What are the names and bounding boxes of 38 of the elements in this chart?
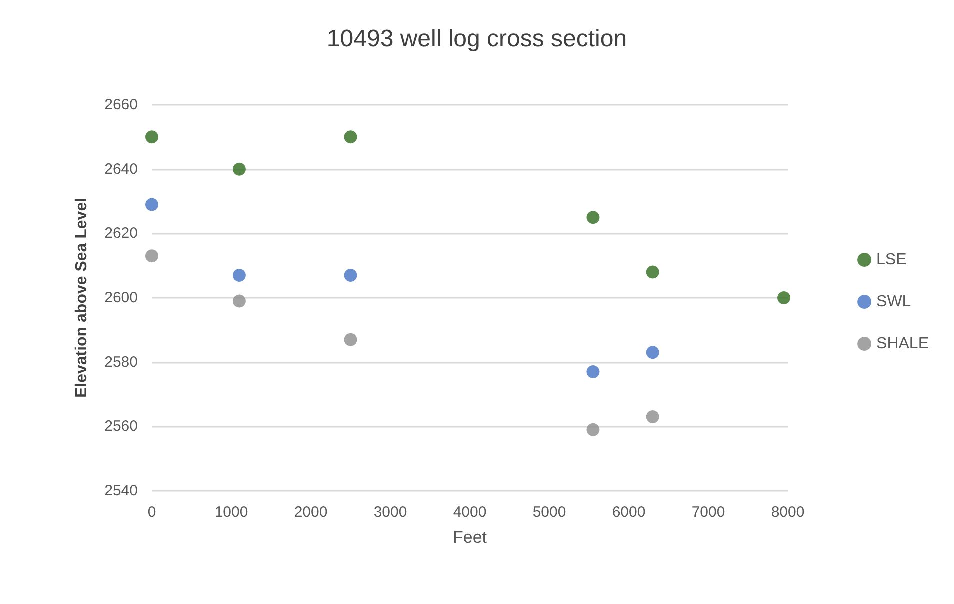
x-tick-label: 5000: [532, 504, 566, 521]
legend-label: SWL: [876, 294, 912, 310]
x-tick-label: 3000: [374, 504, 408, 521]
x-tick-label: 6000: [612, 504, 646, 521]
y-tick-label: 2580: [104, 354, 138, 371]
point: [344, 333, 358, 346]
point: [344, 268, 358, 282]
legend-label: SHALE: [876, 336, 929, 352]
x-tick-label: 1000: [214, 504, 248, 521]
x-tick-label: 7000: [692, 504, 726, 521]
y-tick-label: 2600: [104, 290, 138, 306]
point: [586, 211, 600, 224]
point: [344, 130, 358, 144]
y-tick-label: 2620: [104, 225, 138, 242]
x-axis-title: Feet: [452, 528, 488, 547]
point: [586, 365, 600, 378]
point: [146, 130, 158, 144]
point: [146, 250, 158, 263]
y-tick-label: 2560: [104, 418, 138, 436]
point: [646, 346, 660, 360]
y-tick-label: 2640: [104, 160, 138, 178]
x-tick-label: 2000: [294, 504, 328, 521]
y-tick-label: 2660: [104, 96, 138, 114]
x-tick-label: 8000: [771, 504, 805, 521]
chart-title: 10493 well log cross section: [326, 26, 628, 52]
x-tick-label: 4000: [453, 504, 487, 521]
point: [646, 266, 660, 279]
point: [586, 423, 600, 436]
point: [646, 410, 660, 424]
y-tick-label: 2540: [104, 482, 138, 500]
x-tick-label: 0: [148, 504, 156, 521]
point: [232, 294, 246, 308]
point: [146, 198, 158, 212]
point: [232, 268, 246, 282]
point: [778, 292, 791, 304]
point: [232, 162, 246, 176]
legend-label: LSE: [876, 252, 907, 268]
y-axis-title: Elevation above Sea Level: [74, 198, 90, 398]
